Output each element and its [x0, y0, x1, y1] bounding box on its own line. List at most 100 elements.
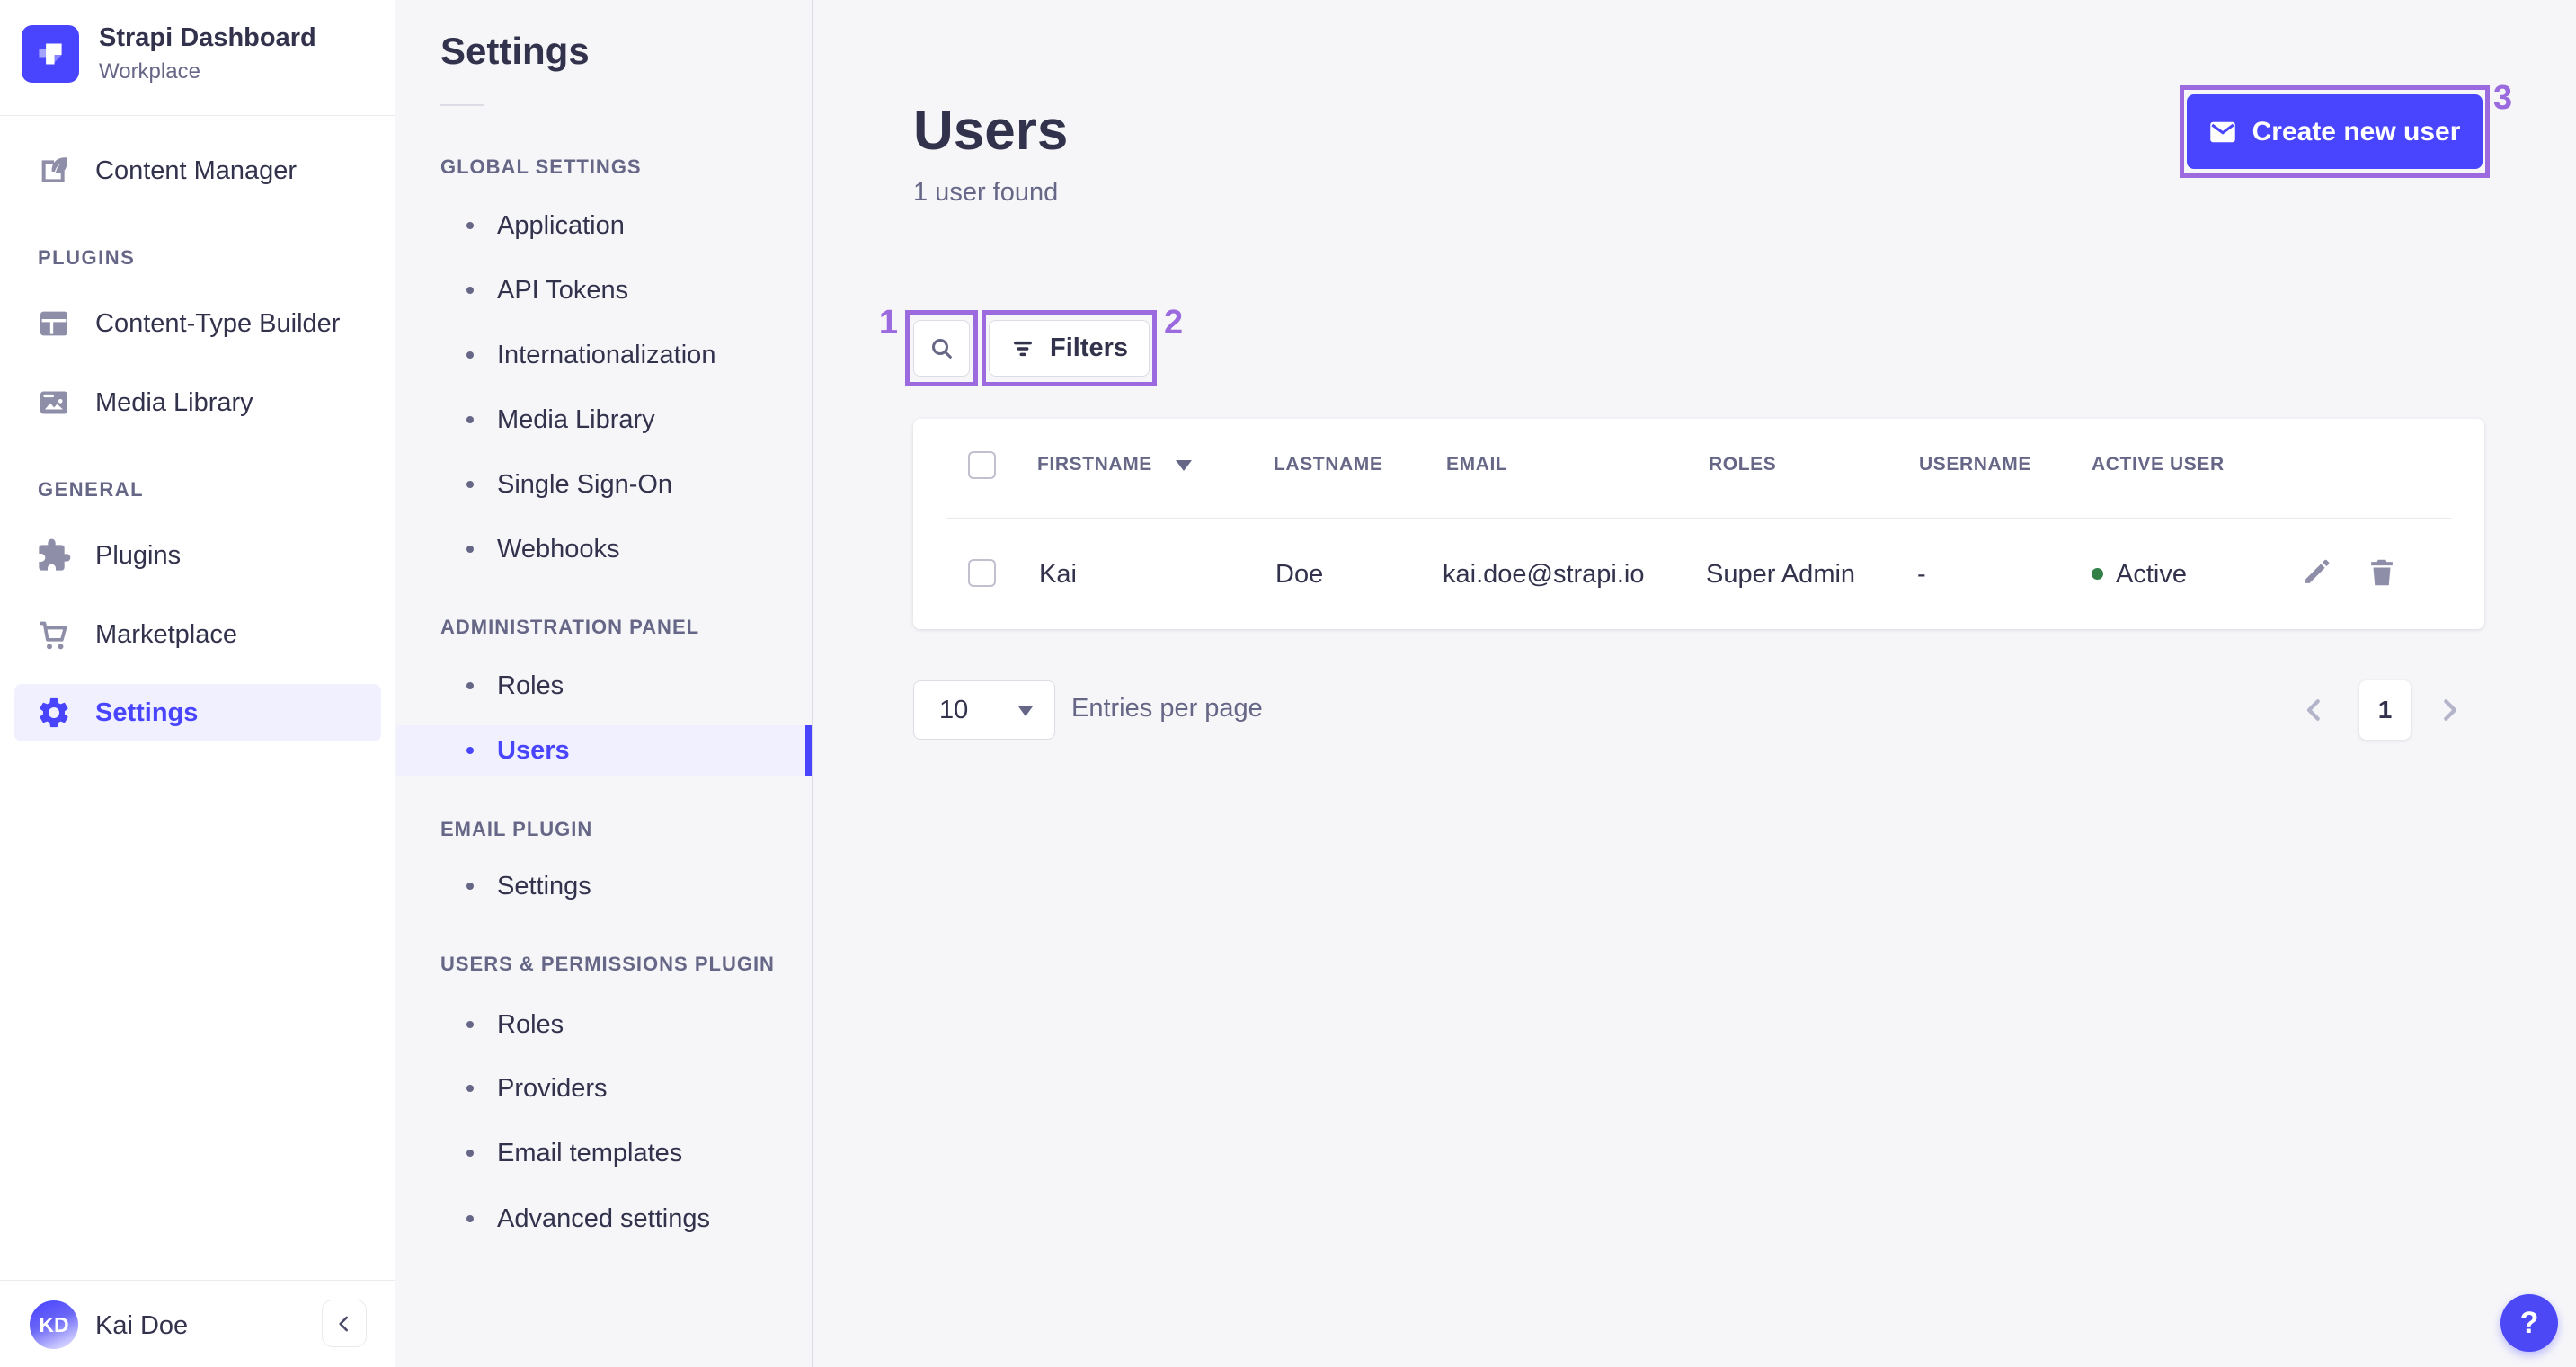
sidebar-item-media-library[interactable]: Media Library — [14, 374, 381, 431]
bullet-icon — [466, 682, 474, 689]
chevron-left-icon — [339, 1316, 349, 1331]
bullet-icon — [466, 1215, 474, 1222]
subnav-section-email-plugin: EMAIL PLUGIN — [440, 818, 593, 840]
annotation-box-2: Filters — [982, 310, 1157, 386]
sidebar-item-label: Settings — [95, 697, 199, 727]
subnav-item-label: Webhooks — [497, 534, 620, 564]
subnav-item-label: API Tokens — [497, 275, 629, 305]
column-header-username[interactable]: USERNAME — [1919, 454, 2031, 475]
sidebar-item-label: Plugins — [95, 540, 182, 570]
subnav-item-label: Roles — [497, 670, 564, 700]
subnav-item-up-roles[interactable]: Roles — [396, 999, 812, 1050]
bullet-icon — [466, 481, 474, 488]
page-number-button[interactable]: 1 — [2359, 680, 2411, 740]
subnav-item-webhooks[interactable]: Webhooks — [396, 524, 812, 574]
sidebar-section-plugins: PLUGINS — [38, 246, 136, 269]
active-item-indicator — [805, 725, 812, 776]
subnav-item-admin-users[interactable]: Users — [396, 725, 812, 776]
subnav-item-label: Application — [497, 210, 625, 240]
app-title: Strapi Dashboard — [99, 23, 316, 52]
create-new-user-button[interactable]: Create new user — [2187, 94, 2483, 169]
filter-icon — [1014, 341, 1032, 356]
main-sidebar: Strapi Dashboard Workplace Content Manag… — [0, 0, 395, 1367]
users-table: FIRSTNAME LASTNAME EMAIL ROLES USERNAME … — [913, 419, 2484, 629]
caret-down-icon — [1018, 706, 1033, 716]
pencil-icon[interactable] — [2299, 555, 2333, 590]
avatar[interactable]: KD — [30, 1300, 78, 1349]
subnav-title: Settings — [440, 30, 590, 72]
cart-icon — [40, 621, 67, 650]
trash-icon[interactable] — [2365, 555, 2399, 590]
bullet-icon — [466, 416, 474, 423]
previous-page-button[interactable] — [2298, 694, 2331, 726]
sidebar-item-plugins[interactable]: Plugins — [14, 527, 381, 584]
cell-lastname: Doe — [1275, 560, 1324, 589]
cell-firstname: Kai — [1039, 560, 1077, 589]
bullet-icon — [466, 883, 474, 890]
sidebar-item-content-manager[interactable]: Content Manager — [14, 142, 381, 200]
subnav-item-email-templates[interactable]: Email templates — [396, 1128, 812, 1178]
column-header-lastname[interactable]: LASTNAME — [1274, 454, 1383, 475]
results-count: 1 user found — [913, 178, 1059, 207]
column-header-email[interactable]: EMAIL — [1446, 454, 1508, 475]
help-button[interactable]: ? — [2500, 1294, 2558, 1352]
sidebar-item-marketplace[interactable]: Marketplace — [14, 606, 381, 663]
subnav-item-label: Single Sign-On — [497, 469, 673, 499]
sidebar-divider-top — [0, 115, 395, 116]
sidebar-item-settings[interactable]: Settings — [14, 684, 381, 741]
sidebar-item-content-type-builder[interactable]: Content-Type Builder — [14, 295, 381, 352]
subnav-item-single-sign-on[interactable]: Single Sign-On — [396, 459, 812, 510]
subnav-item-internationalization[interactable]: Internationalization — [396, 330, 812, 380]
row-checkbox[interactable] — [968, 559, 996, 587]
feather-edit-icon — [41, 157, 67, 182]
sidebar-item-label: Content-Type Builder — [95, 308, 341, 338]
sort-desc-icon[interactable] — [1176, 460, 1192, 471]
subnav-item-email-settings[interactable]: Settings — [396, 861, 812, 911]
sidebar-section-general: GENERAL — [38, 478, 145, 501]
subnav-item-label: Internationalization — [497, 340, 716, 369]
next-page-button[interactable] — [2433, 694, 2465, 726]
sidebar-collapse-button[interactable] — [322, 1300, 367, 1347]
column-header-firstname[interactable]: FIRSTNAME — [1037, 454, 1152, 475]
annotation-box-1 — [905, 310, 978, 386]
subnav-section-administration-panel: ADMINISTRATION PANEL — [440, 616, 700, 638]
annotation-label-1: 1 — [878, 304, 898, 342]
cell-email: kai.doe@strapi.io — [1443, 560, 1645, 589]
select-all-checkbox[interactable] — [968, 451, 996, 479]
subnav-item-api-tokens[interactable]: API Tokens — [396, 265, 812, 315]
subnav-item-label: Email templates — [497, 1138, 683, 1167]
bullet-icon — [466, 1150, 474, 1157]
workspace-switcher[interactable]: Strapi Dashboard Workplace — [22, 23, 316, 84]
column-header-roles[interactable]: ROLES — [1709, 454, 1777, 475]
search-button[interactable] — [913, 320, 970, 377]
subnav-item-label: Advanced settings — [497, 1203, 710, 1233]
subnav-item-providers[interactable]: Providers — [396, 1063, 812, 1114]
entries-per-page-select[interactable]: 10 — [913, 680, 1055, 740]
entries-per-page-label: Entries per page — [1071, 694, 1263, 723]
strapi-logo-icon — [22, 25, 79, 83]
sidebar-divider-bottom — [0, 1280, 395, 1281]
subnav-item-label: Roles — [497, 1009, 564, 1039]
subnav-item-application[interactable]: Application — [396, 200, 812, 251]
subnav-item-advanced-settings[interactable]: Advanced settings — [396, 1194, 812, 1244]
cell-active-status: Active — [2116, 560, 2187, 589]
layout-icon — [40, 311, 67, 336]
filters-button[interactable]: Filters — [989, 320, 1150, 377]
mail-icon — [2209, 121, 2235, 142]
subnav-item-admin-roles[interactable]: Roles — [396, 661, 812, 711]
puzzle-icon — [39, 538, 71, 571]
bullet-icon — [466, 287, 474, 294]
bullet-icon — [466, 351, 474, 359]
subnav-item-label: Providers — [497, 1073, 608, 1103]
bullet-icon — [466, 546, 474, 553]
users-page: Users 1 user found Create new user 3 1 — [813, 0, 2576, 1367]
subnav-item-media-library[interactable]: Media Library — [396, 395, 812, 445]
sidebar-item-label: Media Library — [95, 387, 253, 417]
sidebar-item-label: Marketplace — [95, 619, 237, 649]
subnav-title-divider — [440, 104, 484, 106]
column-header-active-user[interactable]: ACTIVE USER — [2092, 454, 2225, 475]
bullet-icon — [466, 1021, 474, 1028]
bullet-icon — [466, 222, 474, 229]
cell-username: - — [1917, 560, 1926, 589]
